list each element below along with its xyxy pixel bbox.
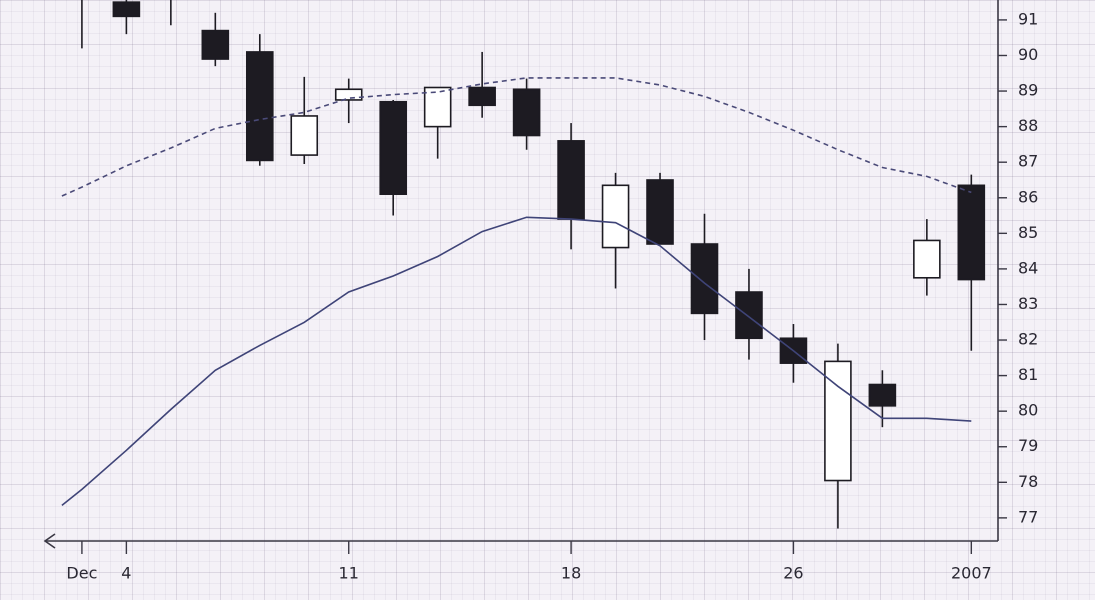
y-tick-label: 86 [1018, 187, 1038, 206]
overlay-line [61, 216, 972, 507]
y-tick-label: 84 [1018, 258, 1038, 277]
candle-body [112, 1, 141, 18]
x-axis-arrow [43, 533, 56, 549]
candle-body [957, 184, 986, 281]
overlay-line [61, 77, 972, 197]
candle-body [512, 88, 541, 137]
y-tick-label: 77 [1018, 507, 1038, 526]
candle-body [334, 88, 363, 101]
candle-body [913, 239, 941, 279]
x-tick-label: 26 [783, 564, 803, 583]
candle-body [379, 100, 408, 196]
candle-body [468, 86, 496, 107]
plot-area [61, 0, 986, 529]
candle-body [690, 243, 719, 315]
candle-body [868, 383, 897, 407]
candle-body [423, 86, 452, 128]
candle-body [245, 51, 274, 162]
y-tick-label: 85 [1018, 223, 1038, 242]
candle-body [290, 115, 319, 156]
y-tick-label: 83 [1018, 294, 1038, 313]
candle-body [824, 360, 852, 482]
y-tick-label: 87 [1018, 152, 1038, 171]
candle-body [735, 291, 763, 340]
y-tick-label: 89 [1018, 81, 1038, 100]
y-tick-label: 91 [1018, 9, 1038, 28]
candle-body [557, 140, 585, 220]
candle-body [201, 29, 230, 60]
y-tick-label: 82 [1018, 330, 1038, 349]
x-tick-label: Dec [66, 564, 97, 583]
x-tick-label: 18 [561, 564, 581, 583]
candle-body [601, 184, 630, 249]
x-tick-label: 11 [339, 564, 359, 583]
y-tick-label: 81 [1018, 365, 1038, 384]
candle-body [646, 179, 674, 245]
y-tick-label: 90 [1018, 45, 1038, 64]
y-tick-label: 79 [1018, 436, 1038, 455]
x-tick-label: 2007 [951, 564, 992, 583]
y-tick-label: 80 [1018, 401, 1038, 420]
y-tick-label: 88 [1018, 116, 1038, 135]
x-tick-label: 4 [121, 564, 131, 583]
y-tick-label: 78 [1018, 472, 1038, 491]
